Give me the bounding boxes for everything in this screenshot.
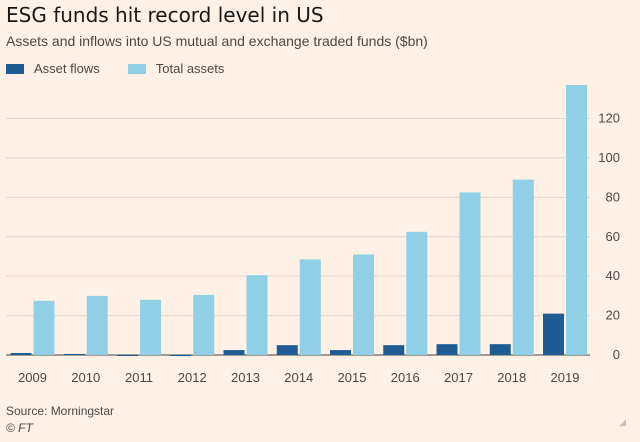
bar-asset-flows-2014 <box>276 345 298 355</box>
y-tick-label-100: 100 <box>598 150 620 165</box>
y-tick-label-0: 0 <box>613 347 620 362</box>
legend-swatch-total-assets <box>127 63 146 74</box>
bar-asset-flows-2016 <box>383 345 405 355</box>
y-tick-label-80: 80 <box>606 189 620 204</box>
bar-asset-flows-2010 <box>63 354 85 355</box>
source-note: Source: Morningstar <box>6 404 115 418</box>
bar-total-assets-2018 <box>512 179 534 355</box>
x-tick-label-2019: 2019 <box>551 370 580 385</box>
bar-asset-flows-2009 <box>10 353 32 355</box>
bar-asset-flows-2012 <box>170 355 192 356</box>
bar-total-assets-2009 <box>33 300 55 355</box>
y-tick-label-120: 120 <box>598 111 620 126</box>
y-tick-label-60: 60 <box>606 229 620 244</box>
bar-total-assets-2017 <box>459 192 481 355</box>
bar-total-assets-2019 <box>566 85 587 355</box>
bar-total-assets-2013 <box>246 275 268 355</box>
x-tick-label-2011: 2011 <box>125 370 153 385</box>
legend-label-total-assets: Total assets <box>155 61 225 76</box>
bar-asset-flows-2019 <box>543 313 564 355</box>
bar-asset-flows-2017 <box>436 344 458 355</box>
x-tick-label-2009: 2009 <box>18 370 47 385</box>
resize-handle-icon[interactable]: ◢ <box>619 417 626 427</box>
bar-total-assets-2010 <box>86 295 108 355</box>
chart-title: ESG funds hit record level in US <box>6 3 324 27</box>
bar-asset-flows-2018 <box>489 344 511 355</box>
bar-total-assets-2012 <box>193 294 215 355</box>
x-tick-label-2015: 2015 <box>338 370 367 385</box>
copyright-credit: © FT <box>6 421 33 435</box>
x-tick-label-2012: 2012 <box>178 370 207 385</box>
bar-total-assets-2014 <box>299 259 321 355</box>
bar-asset-flows-2011 <box>117 355 138 356</box>
bar-asset-flows-2013 <box>223 350 245 355</box>
legend-label-asset-flows: Asset flows <box>34 61 100 76</box>
bar-total-assets-2016 <box>406 231 428 355</box>
x-tick-label-2014: 2014 <box>284 370 313 385</box>
legend: Asset flows Total assets <box>6 61 252 76</box>
x-tick-label-2010: 2010 <box>71 370 100 385</box>
x-tick-label-2016: 2016 <box>391 370 420 385</box>
legend-item-asset-flows: Asset flows <box>6 61 100 76</box>
chart-subtitle: Assets and inflows into US mutual and ex… <box>6 33 428 49</box>
legend-item-total-assets: Total assets <box>127 61 225 76</box>
x-tick-label-2018: 2018 <box>497 370 526 385</box>
x-tick-label-2017: 2017 <box>444 370 473 385</box>
x-tick-label-2013: 2013 <box>231 370 260 385</box>
bar-total-assets-2011 <box>140 299 161 355</box>
legend-swatch-asset-flows <box>6 63 24 74</box>
y-tick-label-20: 20 <box>606 308 620 323</box>
y-tick-label-40: 40 <box>606 268 620 283</box>
bar-total-assets-2015 <box>353 254 374 355</box>
bar-asset-flows-2015 <box>330 350 351 355</box>
